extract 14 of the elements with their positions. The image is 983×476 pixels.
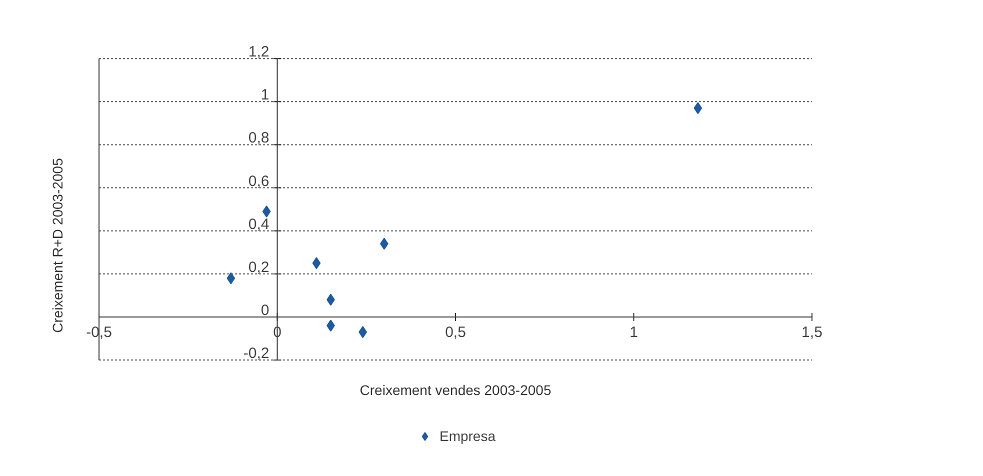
x-axis-title: Creixement vendes 2003-2005 [360, 382, 552, 398]
legend-label: Empresa [439, 428, 496, 444]
y-tick-label: 0,4 [248, 216, 270, 233]
y-tick-label: 0,6 [248, 172, 270, 190]
y-axis-title: Creixement R+D 2003-2005 [50, 158, 66, 333]
x-tick-label: 0,5 [445, 324, 466, 341]
y-tick-label: 0 [260, 302, 270, 319]
y-tick-label: 1,2 [248, 44, 270, 61]
y-tick-label: 0,8 [248, 130, 270, 147]
x-tick-label: 1 [630, 324, 638, 341]
x-tick-label: 1,5 [802, 324, 822, 341]
y-tick-label: 1 [260, 86, 270, 104]
y-tick-label: -0,2 [243, 345, 270, 362]
y-tick-label: 0,2 [248, 258, 270, 276]
